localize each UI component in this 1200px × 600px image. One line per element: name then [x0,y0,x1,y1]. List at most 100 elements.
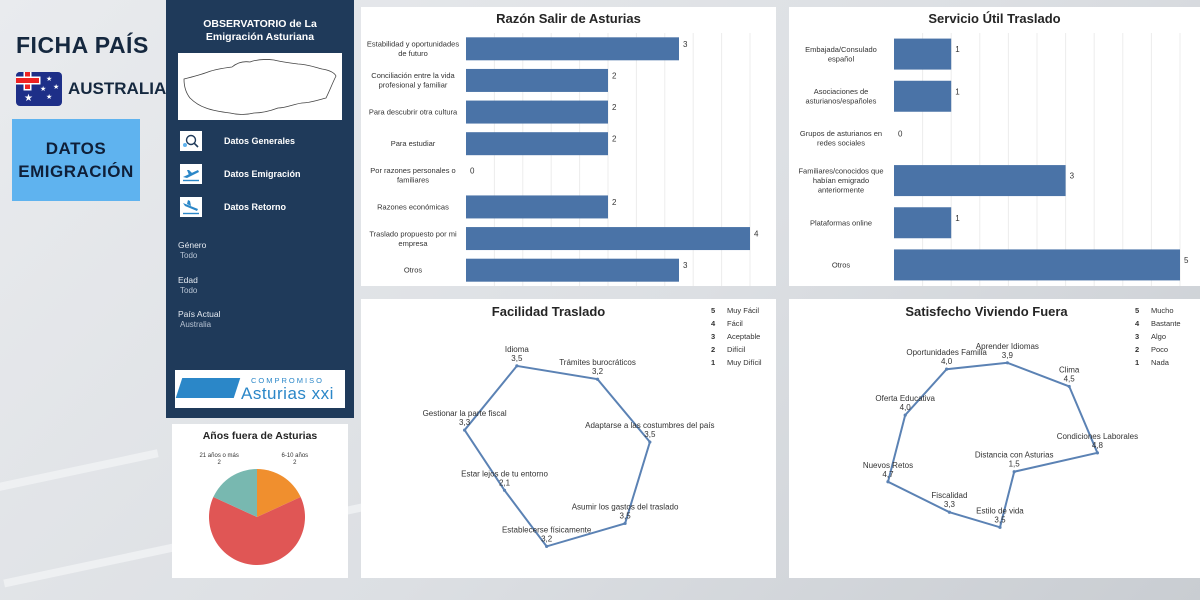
nav-item-datos-emigracion[interactable]: Datos Emigración [180,164,301,184]
radar-axis-label: Idioma [505,345,530,354]
country-name: AUSTRALIA [68,79,167,98]
legend-item: 4 Fácil [711,319,743,328]
legend-item: 3 Aceptable [711,332,761,341]
radar-point [623,521,627,525]
bar-category-label: Conciliación entre la vida [371,71,455,80]
bar-value-label: 2 [612,198,617,207]
bar [894,38,952,70]
bar-value-label: 1 [955,87,960,96]
radar-value-label: 3,2 [541,534,553,543]
radar-value-label: 1,5 [1009,460,1021,469]
australia-flag-icon: ★ ★ ★ ★ ★ [16,72,62,106]
radar-value-label: 3,5 [644,430,656,439]
compromiso-asturias-logo[interactable]: COMPROMISO Asturias xxi [175,370,345,408]
bar-value-label: 2 [612,71,617,80]
pie-panel: Años fuera de Asturias 6-10 años211-20 a… [172,424,348,578]
satisfecho-panel: Satisfecho Viviendo Fuera Aprender Idiom… [789,299,1200,578]
bar-category-label: habían emigrado [813,176,869,185]
bar [466,195,608,219]
satisfecho-legend: 5 Mucho 4 Bastante 3 Algo 2 Poco 1 Nada [1135,304,1181,369]
radar-value-label: 2,1 [499,478,511,487]
servicio-panel: Servicio Útil Traslado 1 Embajada/Consula… [789,7,1200,286]
radar-value-label: 4,5 [1064,374,1076,383]
pie-slice-value: 2 [217,460,221,466]
bar [894,207,952,239]
nav-item-datos-generales[interactable]: Datos Generales [180,131,295,151]
pie-slice-value: 2 [293,460,297,466]
radar-axis-label: Estilo de vida [976,506,1024,515]
radar-point [502,488,507,492]
radar-axis-label: Clima [1059,365,1080,374]
bar-category-label: Familiares/conocidos que [798,167,883,176]
radar-point [515,364,519,368]
bar-category-label: de futuro [398,49,428,58]
section-badge[interactable]: DATOS EMIGRACIÓN [12,119,140,201]
facilidad-radar-chart: Trámites burocráticos 3,2 Adaptarse a las … [423,345,715,548]
bar [894,165,1066,197]
razon-title: Razón Salir de Asturias [496,11,641,26]
filter-genero-label: Género [178,240,207,250]
radar-axis-label: Gestionar la parte fiscal [423,409,507,418]
observatory-title: OBSERVATORIO de La Emigración Asturiana [166,18,354,44]
radar-axis-label: Adaptarse a las costumbres del país [585,421,714,430]
section-badge-line2: EMIGRACIÓN [18,162,134,181]
facilidad-panel: Facilidad Traslado Trámites burocráticos… [361,299,776,578]
radar-axis-label: Trámites burocráticos [559,358,636,367]
country-row: ★ ★ ★ ★ ★ AUSTRALIA [16,72,166,106]
bar [466,132,608,156]
radar-axis-label: Estar lejos de tu entorno [461,469,548,478]
legend-item: 2 Difícil [711,345,746,354]
filter-pais-label: País Actual [178,309,221,319]
background-stripe [0,449,159,499]
radar-axis-label: Nuevos Retos [863,461,913,470]
radar-value-label: 3,3 [944,500,956,509]
logo-text-top: COMPROMISO [251,376,324,385]
radar-value-label: 3,5 [511,354,523,363]
sidebar: OBSERVATORIO de La Emigración Asturiana … [166,0,354,418]
legend-item: 2 Poco [1135,345,1169,354]
bar-value-label: 2 [612,103,617,112]
pie-slice [257,469,301,517]
radar-point [595,377,600,381]
legend-item: 3 Algo [1135,332,1167,341]
logo-text-bottom: Asturias xxi [241,384,334,403]
bar-category-label: Otros [404,266,423,275]
radar-axis-label: Oportunidades Familia [906,348,987,357]
radar-point [903,413,907,417]
radar-axis-label: Fiscalidad [931,491,967,500]
radar-point [998,525,1002,529]
bar-category-label: español [828,54,855,63]
bar-category-label: Para estudiar [391,139,436,148]
nav-item-datos-retorno[interactable]: Datos Retorno [180,197,286,217]
pie-slice-label: 6-10 años [282,453,309,459]
filter-edad-value[interactable]: Todo [180,286,198,295]
filter-pais-value[interactable]: Australia [180,320,212,329]
servicio-title: Servicio Útil Traslado [928,11,1061,26]
razon-panel: Razón Salir de Asturias 3 Estabilidad y o… [361,7,776,286]
bar-category-label: empresa [398,239,428,248]
pie-slice-label: 21 años o más [199,453,238,459]
bar [466,37,679,61]
bar-category-label: Traslado propuesto por mi [369,229,457,238]
radar-point [545,544,549,548]
bar-category-label: redes sociales [817,139,865,148]
bar [466,68,608,92]
bar-category-label: Razones económicas [377,202,449,211]
radar-value-label: 4,0 [941,357,953,366]
bar-category-label: Por razones personales o [370,166,455,175]
pie-slice [209,497,305,566]
nav-label: Datos Generales [224,136,296,146]
magnifier-icon [180,131,202,151]
radar-value-label: 3,5 [994,515,1006,524]
radar-axis-label: Aprender Idiomas [976,342,1039,351]
filter-genero-value[interactable]: Todo [180,251,198,260]
observatory-title-line1: OBSERVATORIO de La [203,18,317,30]
asturias-map-outline-icon [183,59,337,115]
bar-category-label: Grupos de asturianos en [800,129,882,138]
bar-value-label: 0 [470,166,475,175]
radar-point [648,440,652,444]
bar-value-label: 3 [1070,172,1075,181]
section-badge-line1: DATOS [45,139,107,158]
